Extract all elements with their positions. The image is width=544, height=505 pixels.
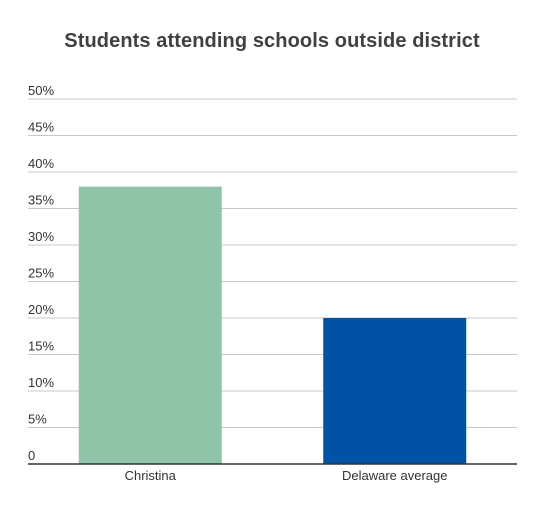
y-tick-label: 35%: [28, 193, 54, 208]
y-tick-label: 15%: [28, 339, 54, 354]
y-tick-label: 40%: [28, 156, 54, 171]
y-tick-label: 5%: [28, 412, 47, 427]
bar: [78, 186, 222, 464]
y-tick-label: 10%: [28, 375, 54, 390]
chart-title: Students attending schools outside distr…: [64, 30, 480, 52]
bar: [323, 318, 467, 464]
y-tick-label: 30%: [28, 229, 54, 244]
y-tick-label: 45%: [28, 120, 54, 135]
x-tick-label: Delaware average: [342, 468, 448, 483]
y-tick-label: 0: [28, 448, 35, 463]
y-tick-label: 50%: [28, 83, 54, 98]
y-tick-label: 20%: [28, 302, 54, 317]
y-tick-label: 25%: [28, 266, 54, 281]
x-tick-label: Christina: [125, 468, 177, 483]
